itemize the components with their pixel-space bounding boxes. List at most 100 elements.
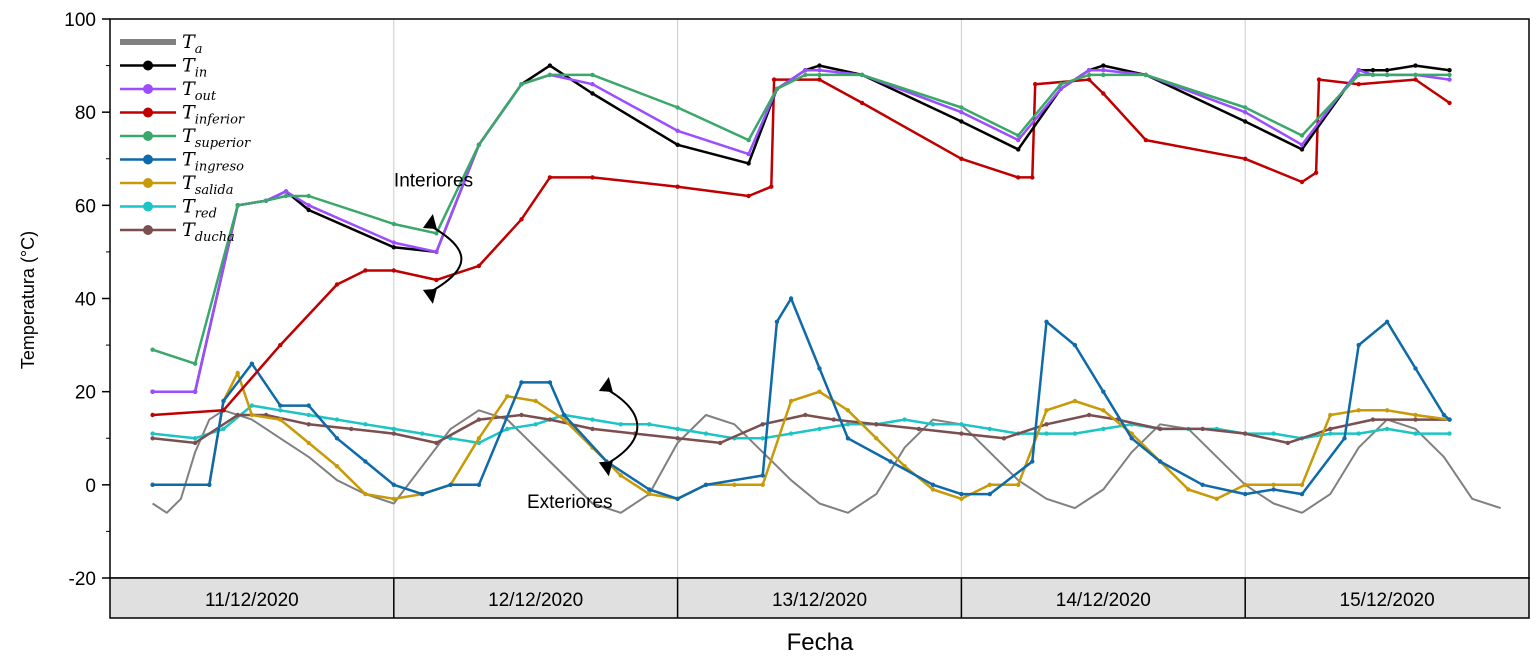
series-point-red xyxy=(987,426,992,432)
series-point-superior xyxy=(1384,72,1390,78)
series-point-ingreso xyxy=(1129,436,1134,441)
legend-label-subscript: superior xyxy=(195,136,251,151)
series-point-inferior xyxy=(1033,82,1038,87)
legend-label-main: T xyxy=(182,102,196,124)
series-point-red xyxy=(150,431,155,436)
series-point-out xyxy=(1243,110,1248,115)
series-point-ingreso xyxy=(207,482,212,487)
grid-lines xyxy=(393,19,1246,578)
x-axis-date-bar: 11/12/2020 12/12/2020 13/12/2020 14/12/2020… xyxy=(109,577,1530,619)
series-point-ingreso xyxy=(334,436,340,441)
series-point-salida xyxy=(817,389,822,394)
legend-label-main: T xyxy=(182,196,196,218)
legend-marker-ducha xyxy=(143,225,153,235)
series-point-ingreso xyxy=(278,403,283,408)
series-point-ducha xyxy=(1243,431,1248,436)
legend-label-a: Ta xyxy=(182,31,202,57)
series-point-inferior xyxy=(1101,91,1106,96)
series-point-red xyxy=(448,436,453,441)
series-point-superior xyxy=(192,361,198,366)
legend-label-salida: Tsalida xyxy=(182,172,234,198)
series-point-ingreso xyxy=(150,482,155,487)
series-point-ingreso xyxy=(1342,436,1347,441)
series-point-inferior xyxy=(221,408,226,413)
series-point-salida xyxy=(1101,408,1106,413)
y-axis-title: Temperatura (°C) xyxy=(18,231,38,369)
legend-label-ducha: Tducha xyxy=(182,219,235,245)
legend-label-inferior: Tinferior xyxy=(182,102,245,128)
series-point-inferior xyxy=(334,282,340,287)
series-point-salida xyxy=(788,398,794,404)
series-point-in xyxy=(391,245,396,250)
series-point-superior xyxy=(1356,72,1361,78)
series-point-ingreso xyxy=(888,459,893,464)
series-point-ingreso xyxy=(221,398,226,404)
series-point-inferior xyxy=(859,100,865,106)
series-point-out xyxy=(590,82,595,87)
series-point-out xyxy=(746,151,751,157)
series-point-red xyxy=(1101,426,1106,432)
series-point-ingreso xyxy=(987,491,992,497)
series-point-red xyxy=(959,422,964,427)
x-category-label: 13/12/2020 xyxy=(772,590,867,611)
arrow-head-interiores-top xyxy=(422,213,437,229)
legend-marker-inferior xyxy=(143,107,153,118)
series-point-salida xyxy=(732,482,737,487)
series-point-salida xyxy=(1328,412,1333,418)
series-point-inferior xyxy=(817,77,822,82)
series-point-red xyxy=(817,426,822,432)
series-point-superior xyxy=(803,72,808,78)
series-point-ingreso xyxy=(1101,389,1106,394)
series-point-red xyxy=(420,431,425,436)
series-point-salida xyxy=(505,394,510,399)
legend-label-main: T xyxy=(182,125,196,147)
annotation-arrow-exteriores xyxy=(602,386,639,468)
series-point-superior xyxy=(306,193,311,199)
legend-marker-ingreso xyxy=(143,154,153,165)
series-point-ducha xyxy=(434,440,439,446)
y-tick-label: 0 xyxy=(85,476,96,497)
x-category-label: 14/12/2020 xyxy=(1056,590,1151,611)
legend-label-ingreso: Tingreso xyxy=(182,149,244,175)
x-category-label: 12/12/2020 xyxy=(488,590,583,611)
series-line-ingreso xyxy=(152,297,1451,501)
series-point-red xyxy=(902,417,907,422)
series-point-in xyxy=(590,91,595,96)
legend-marker-in xyxy=(143,60,153,71)
series-line-out xyxy=(152,68,1450,393)
legend-label-red: Tred xyxy=(182,196,217,222)
series-point-out xyxy=(959,110,964,115)
series-point-salida xyxy=(987,482,992,487)
series-point-out xyxy=(803,68,808,73)
legend-label-main: T xyxy=(182,55,196,77)
arrow-head-exteriores-bottom xyxy=(598,461,613,477)
legend-label-subscript: salida xyxy=(195,183,234,198)
series-point-inferior xyxy=(1313,170,1319,175)
series-point-ducha xyxy=(1285,440,1291,446)
series-point-ducha xyxy=(150,436,155,441)
series-point-in xyxy=(675,142,680,147)
series-point-out xyxy=(1356,68,1361,73)
series-point-in xyxy=(1243,119,1248,124)
series-point-superior xyxy=(476,142,482,147)
series-point-ingreso xyxy=(306,403,311,408)
series-point-ingreso xyxy=(1157,459,1163,464)
legend-label-subscript: a xyxy=(195,42,203,57)
series-point-superior xyxy=(283,193,289,199)
series-point-red xyxy=(533,422,538,427)
series-point-ducha xyxy=(235,412,240,418)
series-point-ingreso xyxy=(1447,417,1452,422)
series-point-out xyxy=(283,189,289,194)
series-point-salida xyxy=(334,464,340,469)
series-point-salida xyxy=(1044,408,1049,413)
x-category-label: 15/12/2020 xyxy=(1340,590,1435,611)
annotation-arrow-interiores xyxy=(426,223,463,295)
series-point-superior xyxy=(859,72,865,78)
series-point-ingreso xyxy=(1384,319,1390,324)
series-point-ducha xyxy=(476,417,482,422)
series-point-salida xyxy=(476,436,482,441)
y-tick-label: 60 xyxy=(75,196,96,217)
series-point-red xyxy=(647,422,652,427)
series-point-inferior xyxy=(278,342,283,348)
series-point-ingreso xyxy=(959,491,964,497)
